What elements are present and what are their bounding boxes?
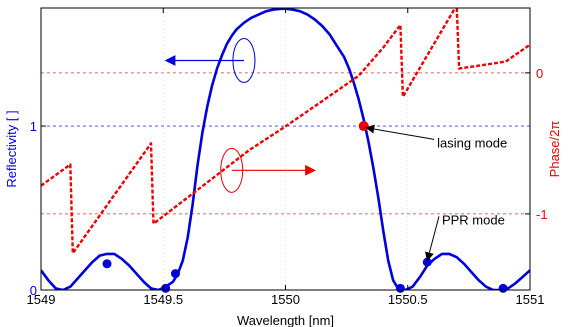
x-tick-label: 1549 (27, 292, 56, 307)
annotation-arrow (365, 124, 435, 140)
lasing-mode-point (358, 121, 369, 132)
reflectivity-mode-point (498, 283, 508, 293)
reflectivity-mode-point (170, 269, 180, 279)
reflectivity-series-line (41, 8, 530, 290)
left-axis-label: Reflectivity [ ] (4, 110, 19, 187)
reflectivity-mode-point (395, 283, 405, 293)
x-tick-label: 1549.5 (143, 292, 183, 307)
reflectivity-mode-point (102, 259, 112, 269)
x-tick-label: 1551 (516, 292, 545, 307)
annotation-label: lasing mode (437, 135, 507, 150)
left-y-tick-label: 1 (30, 119, 37, 134)
x-tick-label: 1550 (271, 292, 300, 307)
annotation-label: PPR mode (442, 212, 505, 227)
right-y-tick-label: 0 (536, 66, 543, 81)
marker-layer (102, 121, 508, 293)
phase-series-line (41, 8, 530, 255)
annotation-layer: lasing mode PPR mode (164, 37, 507, 262)
x-axis-label: Wavelength [nm] (237, 313, 334, 327)
annotation-arrow (425, 216, 440, 262)
right-axis-label: Phase/2π (547, 121, 562, 178)
x-tick-label: 1550.5 (388, 292, 428, 307)
axis-layer: 1549 1549.5 1550 1550.5 1551 0 1 0 -1 (27, 8, 548, 307)
series-layer (41, 8, 530, 290)
right-y-tick-label: -1 (536, 207, 548, 222)
left-y-tick-label: 0 (30, 283, 37, 298)
